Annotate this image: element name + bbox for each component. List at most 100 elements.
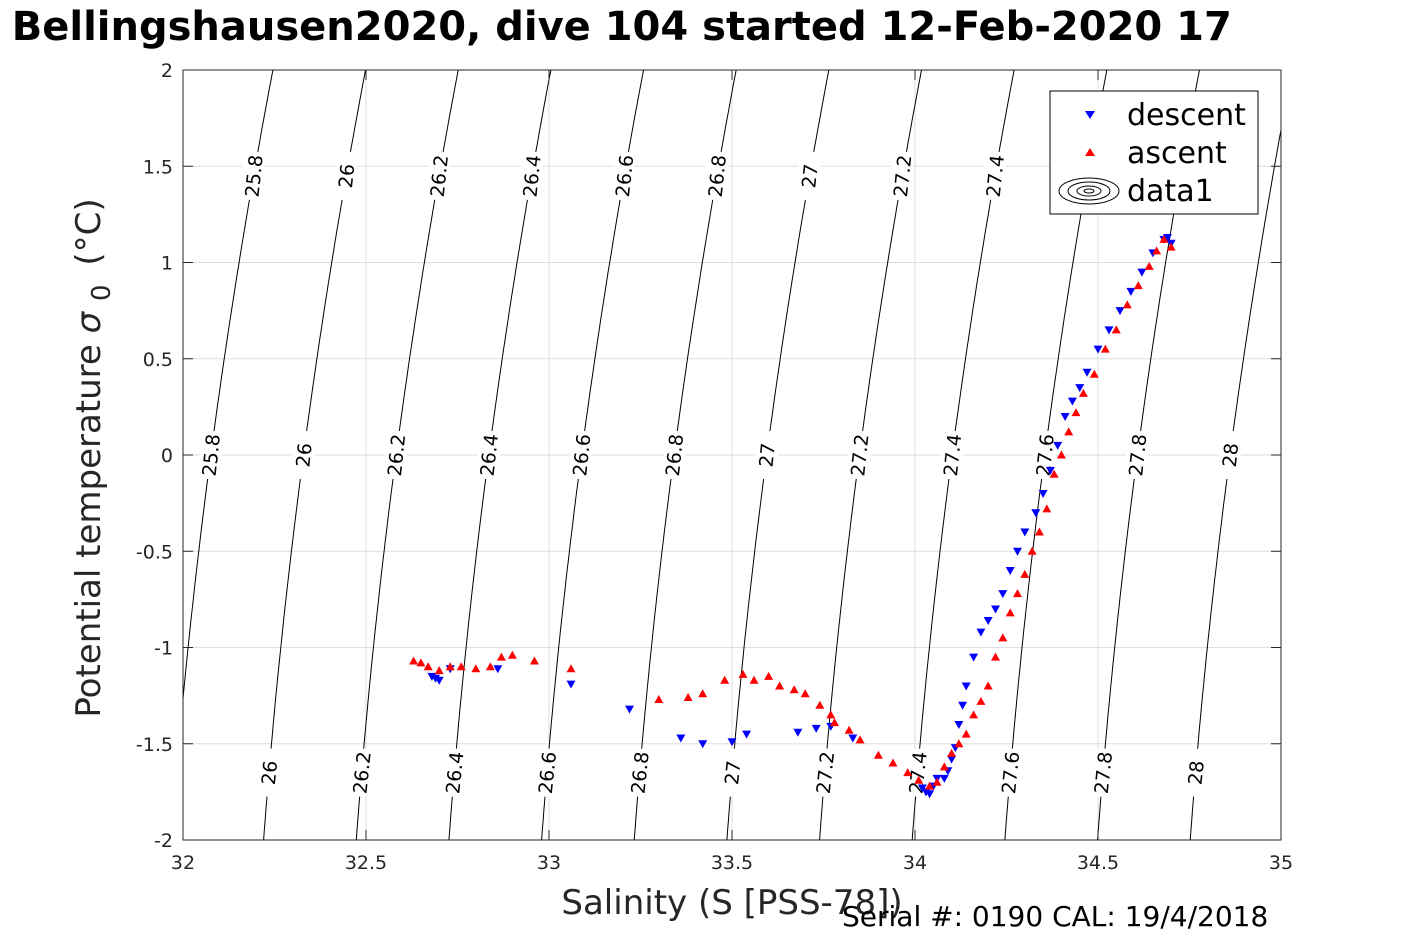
- contour-label-bg: [613, 151, 636, 200]
- contour-label-bg: [813, 748, 836, 797]
- ascent-marker: [1013, 589, 1022, 598]
- contour-label-bg: [1219, 431, 1242, 479]
- descent-marker: [1045, 466, 1055, 475]
- ascent-marker: [976, 696, 986, 705]
- contour-label: 25.8: [241, 154, 267, 198]
- ascent-marker: [485, 662, 495, 671]
- chart-title: 8 Bellingshausen2020, dive 104 started 1…: [0, 4, 1232, 50]
- contour-label-bg: [721, 748, 744, 797]
- descent-marker: [969, 653, 979, 662]
- y-tick-labels: -2 -1.5 -1 -0.5 0 0.5 1 1.5 2: [136, 60, 173, 852]
- x-tick-label: 34.5: [1077, 852, 1119, 874]
- ascent-marker: [983, 681, 993, 690]
- ascent-marker: [932, 777, 942, 786]
- ascent-marker: [939, 762, 949, 771]
- contour-label: 27.2: [847, 433, 873, 477]
- ascent-marker: [1159, 234, 1169, 243]
- descent-marker: [1163, 234, 1172, 242]
- legend-box: [1049, 90, 1259, 215]
- descent-marker: [1038, 490, 1048, 498]
- ascent-marker: [764, 671, 774, 680]
- ascent-marker: [683, 693, 693, 701]
- contour-label-bg: [999, 748, 1022, 797]
- contour-label-bg: [520, 151, 543, 200]
- contour-label: 26.8: [627, 751, 653, 795]
- contour-label-bg: [570, 431, 593, 479]
- contour-label: 27.2: [813, 750, 839, 794]
- y-tick-label: 0.5: [143, 349, 173, 371]
- descent-marker: [983, 617, 993, 625]
- ascent-marker: [1111, 325, 1121, 334]
- contour-label: 27: [755, 442, 779, 468]
- ascent-marker: [1133, 281, 1143, 290]
- y-axis-label-subscript: 0: [87, 284, 117, 301]
- contour-label: 27: [721, 760, 745, 786]
- descent-marker: [1005, 567, 1015, 575]
- contour-label-bg: [199, 431, 222, 479]
- ascent-marker: [1034, 527, 1044, 536]
- contour-label-bg: [755, 431, 778, 479]
- ascent-marker: [496, 652, 506, 661]
- x-tick-label: 32: [171, 852, 195, 874]
- descent-marker: [493, 665, 503, 674]
- ascent-marker: [998, 633, 1008, 642]
- ascent-marker: [456, 662, 466, 671]
- x-tick-label: 33: [537, 852, 561, 874]
- ascent-marker: [423, 662, 433, 671]
- ascent-marker: [914, 775, 924, 784]
- ascent-marker: [749, 675, 759, 684]
- descent-marker: [998, 590, 1008, 599]
- descent-marker: [958, 701, 968, 710]
- ascent-marker: [969, 710, 979, 719]
- descent-marker: [1013, 547, 1022, 556]
- descent-marker: [848, 734, 858, 743]
- y-tick-label: -1: [154, 638, 173, 660]
- contour-label: 26.2: [384, 433, 410, 477]
- y-tick-label: 1: [161, 253, 173, 275]
- ascent-marker: [800, 689, 810, 698]
- ascent-marker: [925, 781, 935, 790]
- x-axis-label: Salinity (S [PSS-78]): [561, 883, 902, 923]
- contour-label-bg: [350, 748, 373, 797]
- contour-label: 27.8: [1091, 751, 1117, 795]
- y-tick-label: 2: [161, 60, 173, 82]
- descent-marker: [1126, 287, 1136, 296]
- contour-label: 26.6: [535, 751, 561, 795]
- ascent-marker: [698, 689, 708, 698]
- legend-label-data1: data1: [1127, 174, 1214, 209]
- ascent-marker: [1144, 261, 1154, 270]
- contour-label-bg: [663, 431, 686, 479]
- legend-marker-data1: [1058, 177, 1120, 205]
- ascent-marker: [789, 685, 799, 694]
- contour-label-bg: [443, 748, 466, 797]
- descent-marker: [625, 705, 634, 714]
- y-axis-label-text: Potential temperature: [69, 344, 109, 717]
- descent-marker: [991, 605, 1000, 614]
- contour-label: 27.2: [890, 154, 916, 198]
- y-tick-label: 0: [161, 445, 173, 467]
- y-tick-label: -1.5: [136, 734, 173, 756]
- ascent-marker: [1064, 427, 1074, 436]
- contour-label: 27.6: [998, 750, 1024, 794]
- axis-ticks: [182, 69, 1282, 841]
- x-tick-label: 35: [1269, 852, 1293, 874]
- contour-label: 26.2: [349, 750, 375, 794]
- ascent-marker: [434, 666, 444, 675]
- descent-marker: [954, 721, 964, 729]
- y-tick-label: -0.5: [136, 541, 173, 563]
- contour-label-bg: [535, 748, 558, 797]
- ascent-marker: [1122, 300, 1132, 309]
- ascent-marker: [1152, 246, 1162, 255]
- legend-label-ascent: ascent: [1127, 136, 1227, 171]
- descent-marker: [939, 774, 949, 783]
- descent-marker: [1093, 345, 1103, 354]
- ascent-marker: [471, 664, 481, 673]
- contour-label-bg: [891, 151, 914, 200]
- ascent-marker: [888, 758, 898, 767]
- descent-marker: [742, 730, 752, 739]
- legend: descent ascent data1: [1049, 90, 1259, 215]
- contour-label: 26: [258, 760, 282, 786]
- ascent-marker: [855, 735, 865, 744]
- descent-marker: [811, 724, 821, 733]
